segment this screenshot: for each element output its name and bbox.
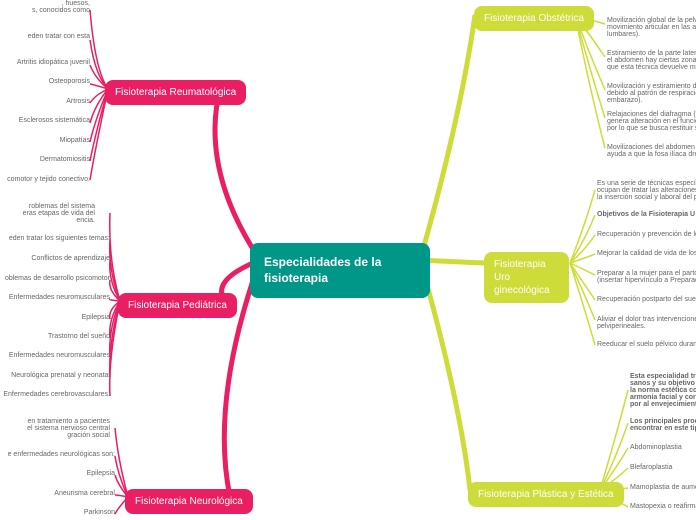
leaf-text: Neurológica prenatal y neonatal [0,372,110,380]
leaf-text: embarazo). [607,97,642,105]
leaf-text: comotor y tejido conectivo. [0,176,90,184]
leaf-text: por al envejecimiento [630,401,696,409]
leaf-text: Abdominoplastia [630,444,682,452]
leaf-text: Artritis idiopática juvenil [0,59,90,67]
branch-uro[interactable]: Fisioterapia Uro ginecológica [484,252,569,303]
leaf-text: Conflictos de aprendizaje [0,255,110,263]
leaf-text: eden tratar los siguientes temas: [0,235,110,243]
leaf-text: Parkinson [0,509,115,517]
leaf-text: oblemas de desarrollo psicomotor [0,275,110,283]
leaf-text: por lo que se busca restituir su f [607,125,696,133]
leaf-text: eden tratar con esta [0,33,90,41]
branch-pedia[interactable]: Fisioterapia Pediátrica [118,293,237,318]
branch-obst[interactable]: Fisioterapia Obstétrica [474,6,594,31]
leaf-text: Recuperación postparto del suelo p [597,296,696,304]
leaf-text: Aneurisma cerebral [0,490,115,498]
leaf-text: pelviperineales. [597,323,646,331]
leaf-text: la inserción social y laboral del pa [597,194,696,202]
branch-neuro[interactable]: Fisioterapia Neurológica [125,489,253,514]
leaf-text: lumbares). [607,31,640,39]
leaf-text: Epilepsia [0,314,110,322]
leaf-text: ayuda a que la fosa ilíaca drene [607,151,696,159]
branch-reuma[interactable]: Fisioterapia Reumatológica [105,80,246,105]
leaf-text: Mamoplastia de aume [630,484,696,492]
branch-plast[interactable]: Fisioterapia Plástica y Estética [468,482,624,507]
leaf-text: Objetivos de la Fisioterapia U [597,211,695,219]
leaf-text: Dermatomiositis [0,156,90,164]
leaf-text: Recuperación y prevención de lesi [597,231,696,239]
leaf-text: Enfermedades neuromusculares [0,294,110,302]
leaf-text: Miopatías [0,137,90,145]
leaf-text: Enfermedades cerebrovasculares. [0,391,110,399]
leaf-text: Osteoporosis [0,78,90,86]
leaf-text: encontrar en este tip [630,425,696,433]
leaf-text: Artrosis [0,98,90,106]
leaf-text: gración social [0,432,110,440]
leaf-text: e enfermedades neurológicas son: [0,451,115,459]
leaf-text: Epilepsia [0,470,115,478]
leaf-text: (insertar hipervínculo a Preparació [597,277,696,285]
leaf-text: Esclerosos sistemática [0,117,90,125]
leaf-text: Reeducar el suelo pélvico durante [597,341,696,349]
leaf-text: que esta técnica devuelve movil [607,64,696,72]
leaf-text: Mejorar la calidad de vida de los p [597,250,696,258]
leaf-text: Mastopexia o reafirma [630,503,696,511]
leaf-text: encia. [0,217,95,225]
center-node[interactable]: Especialidades de la fisioterapia [250,243,430,298]
leaf-text: s, conocidos como [0,7,90,15]
leaf-text: Enfermedades neuromusculares [0,352,110,360]
leaf-text: Blefaroplastia [630,464,672,472]
leaf-text: Trastorno del sueño [0,333,110,341]
